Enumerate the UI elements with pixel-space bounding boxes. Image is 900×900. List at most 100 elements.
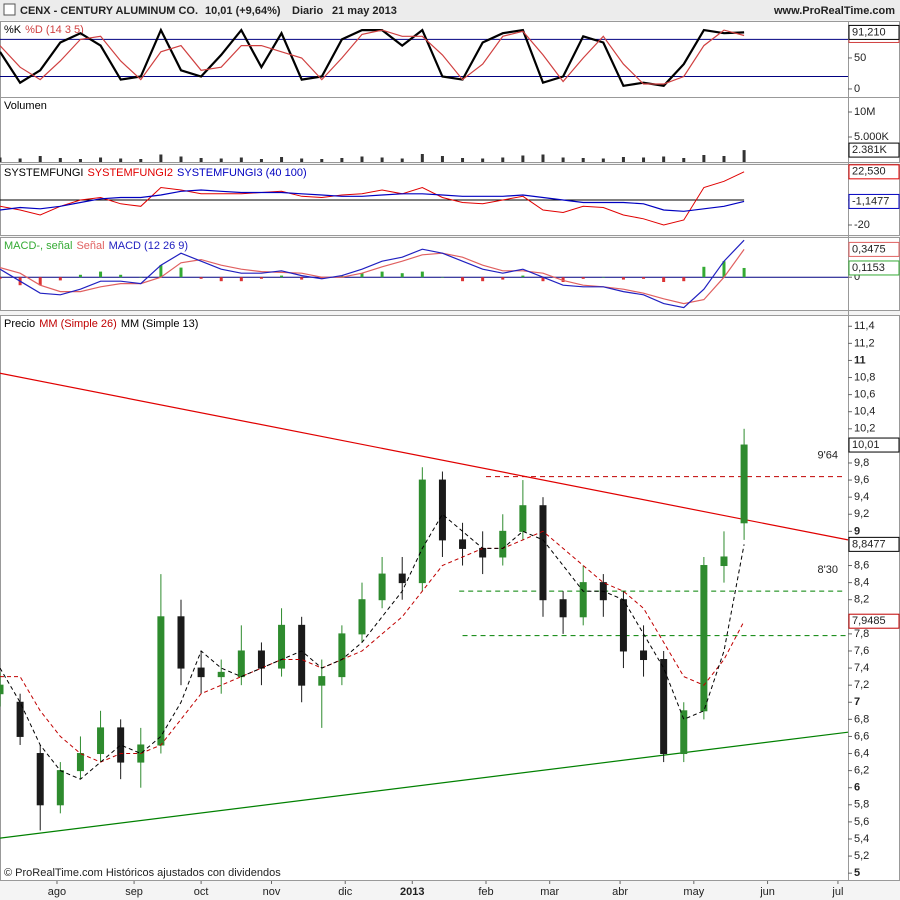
legend-entry: SYSTEMFUNGI — [4, 167, 83, 179]
candle-body — [579, 582, 587, 618]
volume-bar — [259, 159, 263, 162]
y-tick-label: 50 — [854, 52, 866, 64]
candle-body — [157, 616, 165, 746]
candle-body — [378, 573, 386, 601]
candle-body — [720, 556, 728, 567]
histogram-bar — [280, 275, 284, 278]
candle-body — [519, 505, 527, 532]
x-tick-label: abr — [612, 886, 628, 898]
candle-body — [438, 479, 446, 541]
y-tick-label: 10M — [854, 106, 875, 118]
footer: © ProRealTime.com Históricos ajustados c… — [4, 867, 281, 879]
panel-label: SYSTEMFUNGI SYSTEMFUNGI2 SYSTEMFUNGI3 (40 … — [4, 167, 307, 179]
header-site: www.ProRealTime.com — [773, 5, 895, 17]
histogram-bar — [0, 277, 2, 279]
x-tick-label: feb — [478, 886, 493, 898]
y-tick-label: 7,4 — [854, 662, 869, 674]
histogram-bar — [400, 273, 404, 278]
candle-body — [740, 444, 748, 524]
histogram-bar — [380, 271, 384, 278]
histogram-bar — [99, 271, 103, 278]
legend-entry: MM (Simple 13) — [121, 318, 199, 330]
header-quote: 10,01 (+9,64%) — [205, 5, 281, 17]
y-tick-label: 9,6 — [854, 474, 869, 486]
y-tick-label: 6,8 — [854, 713, 869, 725]
histogram-bar — [481, 277, 485, 282]
last-value-box — [848, 142, 900, 158]
y-tick-label: 5,2 — [854, 850, 869, 862]
candle-body — [217, 671, 225, 678]
candle-body — [16, 701, 24, 737]
histogram-bar — [199, 277, 203, 279]
candle-body — [278, 624, 286, 669]
legend-entry: MACD-, señal — [4, 240, 72, 252]
candle-body — [298, 624, 306, 686]
histogram-bar — [38, 277, 42, 286]
histogram-bar — [501, 277, 505, 280]
last-value-box — [848, 24, 900, 40]
volume-bar — [139, 159, 143, 162]
series-line — [0, 249, 745, 305]
histogram-bar — [139, 277, 143, 278]
series-line — [0, 27, 745, 88]
level-label: 8'30 — [818, 564, 838, 576]
y-tick-label: 8,4 — [854, 577, 869, 589]
histogram-bar — [340, 275, 344, 278]
histogram-bar — [541, 277, 545, 282]
histogram-bar — [561, 277, 565, 282]
series-line — [0, 239, 745, 309]
candle-body — [680, 710, 688, 755]
legend-entry: Precio — [4, 318, 35, 330]
x-tick-label: 2013 — [400, 886, 424, 898]
panel-label: Precio MM (Simple 26) MM (Simple 13) — [4, 318, 198, 330]
histogram-bar — [601, 277, 605, 278]
candle-body — [237, 650, 245, 678]
candle-body — [76, 753, 84, 772]
last-value: 10,01 — [852, 439, 880, 451]
last-value: 91,210 — [852, 26, 886, 38]
histogram-bar — [159, 265, 163, 278]
volume-bar — [722, 156, 726, 162]
volume-bar — [601, 158, 605, 162]
volume-bar — [440, 156, 444, 162]
volume-bar — [380, 157, 384, 162]
x-tick-label: sep — [125, 886, 143, 898]
last-value: -1,1477 — [852, 195, 889, 207]
icon — [3, 3, 16, 16]
candle-body — [539, 505, 547, 601]
volume-bar — [18, 158, 22, 162]
panel — [0, 97, 900, 163]
volume-bar — [501, 157, 505, 162]
histogram-bar — [702, 266, 706, 278]
series-line — [0, 513, 745, 780]
histogram-bar — [119, 274, 123, 278]
volume-bar — [99, 157, 103, 162]
volume-bar — [481, 158, 485, 162]
histogram-bar — [742, 267, 746, 278]
volume-bar — [280, 157, 284, 162]
legend-entry: MM (Simple 26) — [39, 318, 117, 330]
x-tick-label: nov — [263, 886, 281, 898]
panel — [0, 21, 900, 98]
histogram-bar — [300, 277, 304, 280]
candle-body — [318, 676, 326, 686]
panel-label: Volumen — [4, 100, 47, 112]
histogram-bar — [440, 277, 444, 278]
y-tick-label: 6 — [854, 782, 860, 794]
candle-body — [660, 659, 668, 755]
y-tick-label: 10,8 — [854, 371, 875, 383]
last-value-box — [848, 241, 900, 257]
candle-body — [479, 547, 487, 558]
histogram-bar — [239, 277, 243, 282]
volume-bar — [581, 158, 585, 162]
candle-body — [459, 539, 467, 549]
y-tick-label: 11,4 — [854, 320, 875, 332]
y-tick-label: 0 — [854, 83, 860, 95]
legend-entry: %K — [4, 24, 22, 36]
header-date: 21 may 2013 — [332, 5, 397, 17]
volume-bar — [78, 159, 82, 162]
y-tick-label: 9 — [854, 525, 860, 537]
volume-bar — [38, 156, 42, 162]
volume-bar — [58, 158, 62, 162]
volume-bar — [420, 154, 424, 162]
